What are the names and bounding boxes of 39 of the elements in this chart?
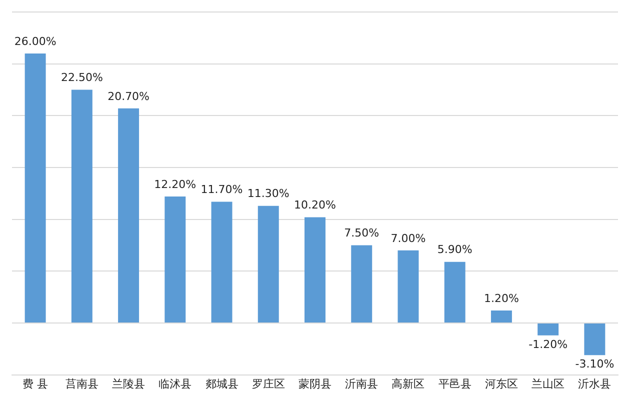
data-label: 7.50% xyxy=(344,226,380,240)
data-label: 11.30% xyxy=(247,187,290,200)
bar xyxy=(444,262,466,322)
data-label: 1.20% xyxy=(484,292,519,305)
bar xyxy=(71,90,92,322)
data-label: 5.90% xyxy=(437,243,472,256)
bar xyxy=(538,323,559,336)
x-tick-label: 兰陵县 xyxy=(112,377,146,390)
bar xyxy=(118,108,140,322)
bar xyxy=(398,250,419,322)
data-label: 22.50% xyxy=(60,71,103,84)
x-tick-label: 郯城县 xyxy=(205,377,238,390)
bar xyxy=(211,202,232,322)
x-tick-label: 高新区 xyxy=(392,377,425,390)
bar xyxy=(490,310,512,322)
data-label: 7.00% xyxy=(390,232,426,245)
x-tick-label: 临沭县 xyxy=(158,377,192,390)
data-label: 10.20% xyxy=(294,198,336,212)
data-label: -1.20% xyxy=(528,338,568,351)
x-tick-label: 罗庄区 xyxy=(252,377,285,390)
bar xyxy=(164,196,186,322)
data-label: -3.10% xyxy=(575,357,614,370)
x-tick-label: 蒙阴县 xyxy=(298,377,332,390)
bar xyxy=(258,206,279,322)
x-tick-label: 沂南县 xyxy=(345,377,378,390)
x-tick-label: 莒南县 xyxy=(65,377,98,390)
data-label: 11.70% xyxy=(200,183,243,196)
x-tick-label: 沂水县 xyxy=(578,377,612,390)
bar xyxy=(24,53,46,322)
data-label: 12.20% xyxy=(154,178,196,191)
data-label: 26.00% xyxy=(14,34,56,48)
bar xyxy=(351,245,372,322)
x-tick-label: 兰山区 xyxy=(532,377,565,390)
x-tick-label: 河东区 xyxy=(484,377,518,390)
bar xyxy=(584,323,606,356)
data-label: 20.70% xyxy=(108,90,150,103)
x-tick-label: 平邑县 xyxy=(438,377,472,390)
x-tick-label: 费 县 xyxy=(22,377,48,390)
bar xyxy=(304,217,326,322)
